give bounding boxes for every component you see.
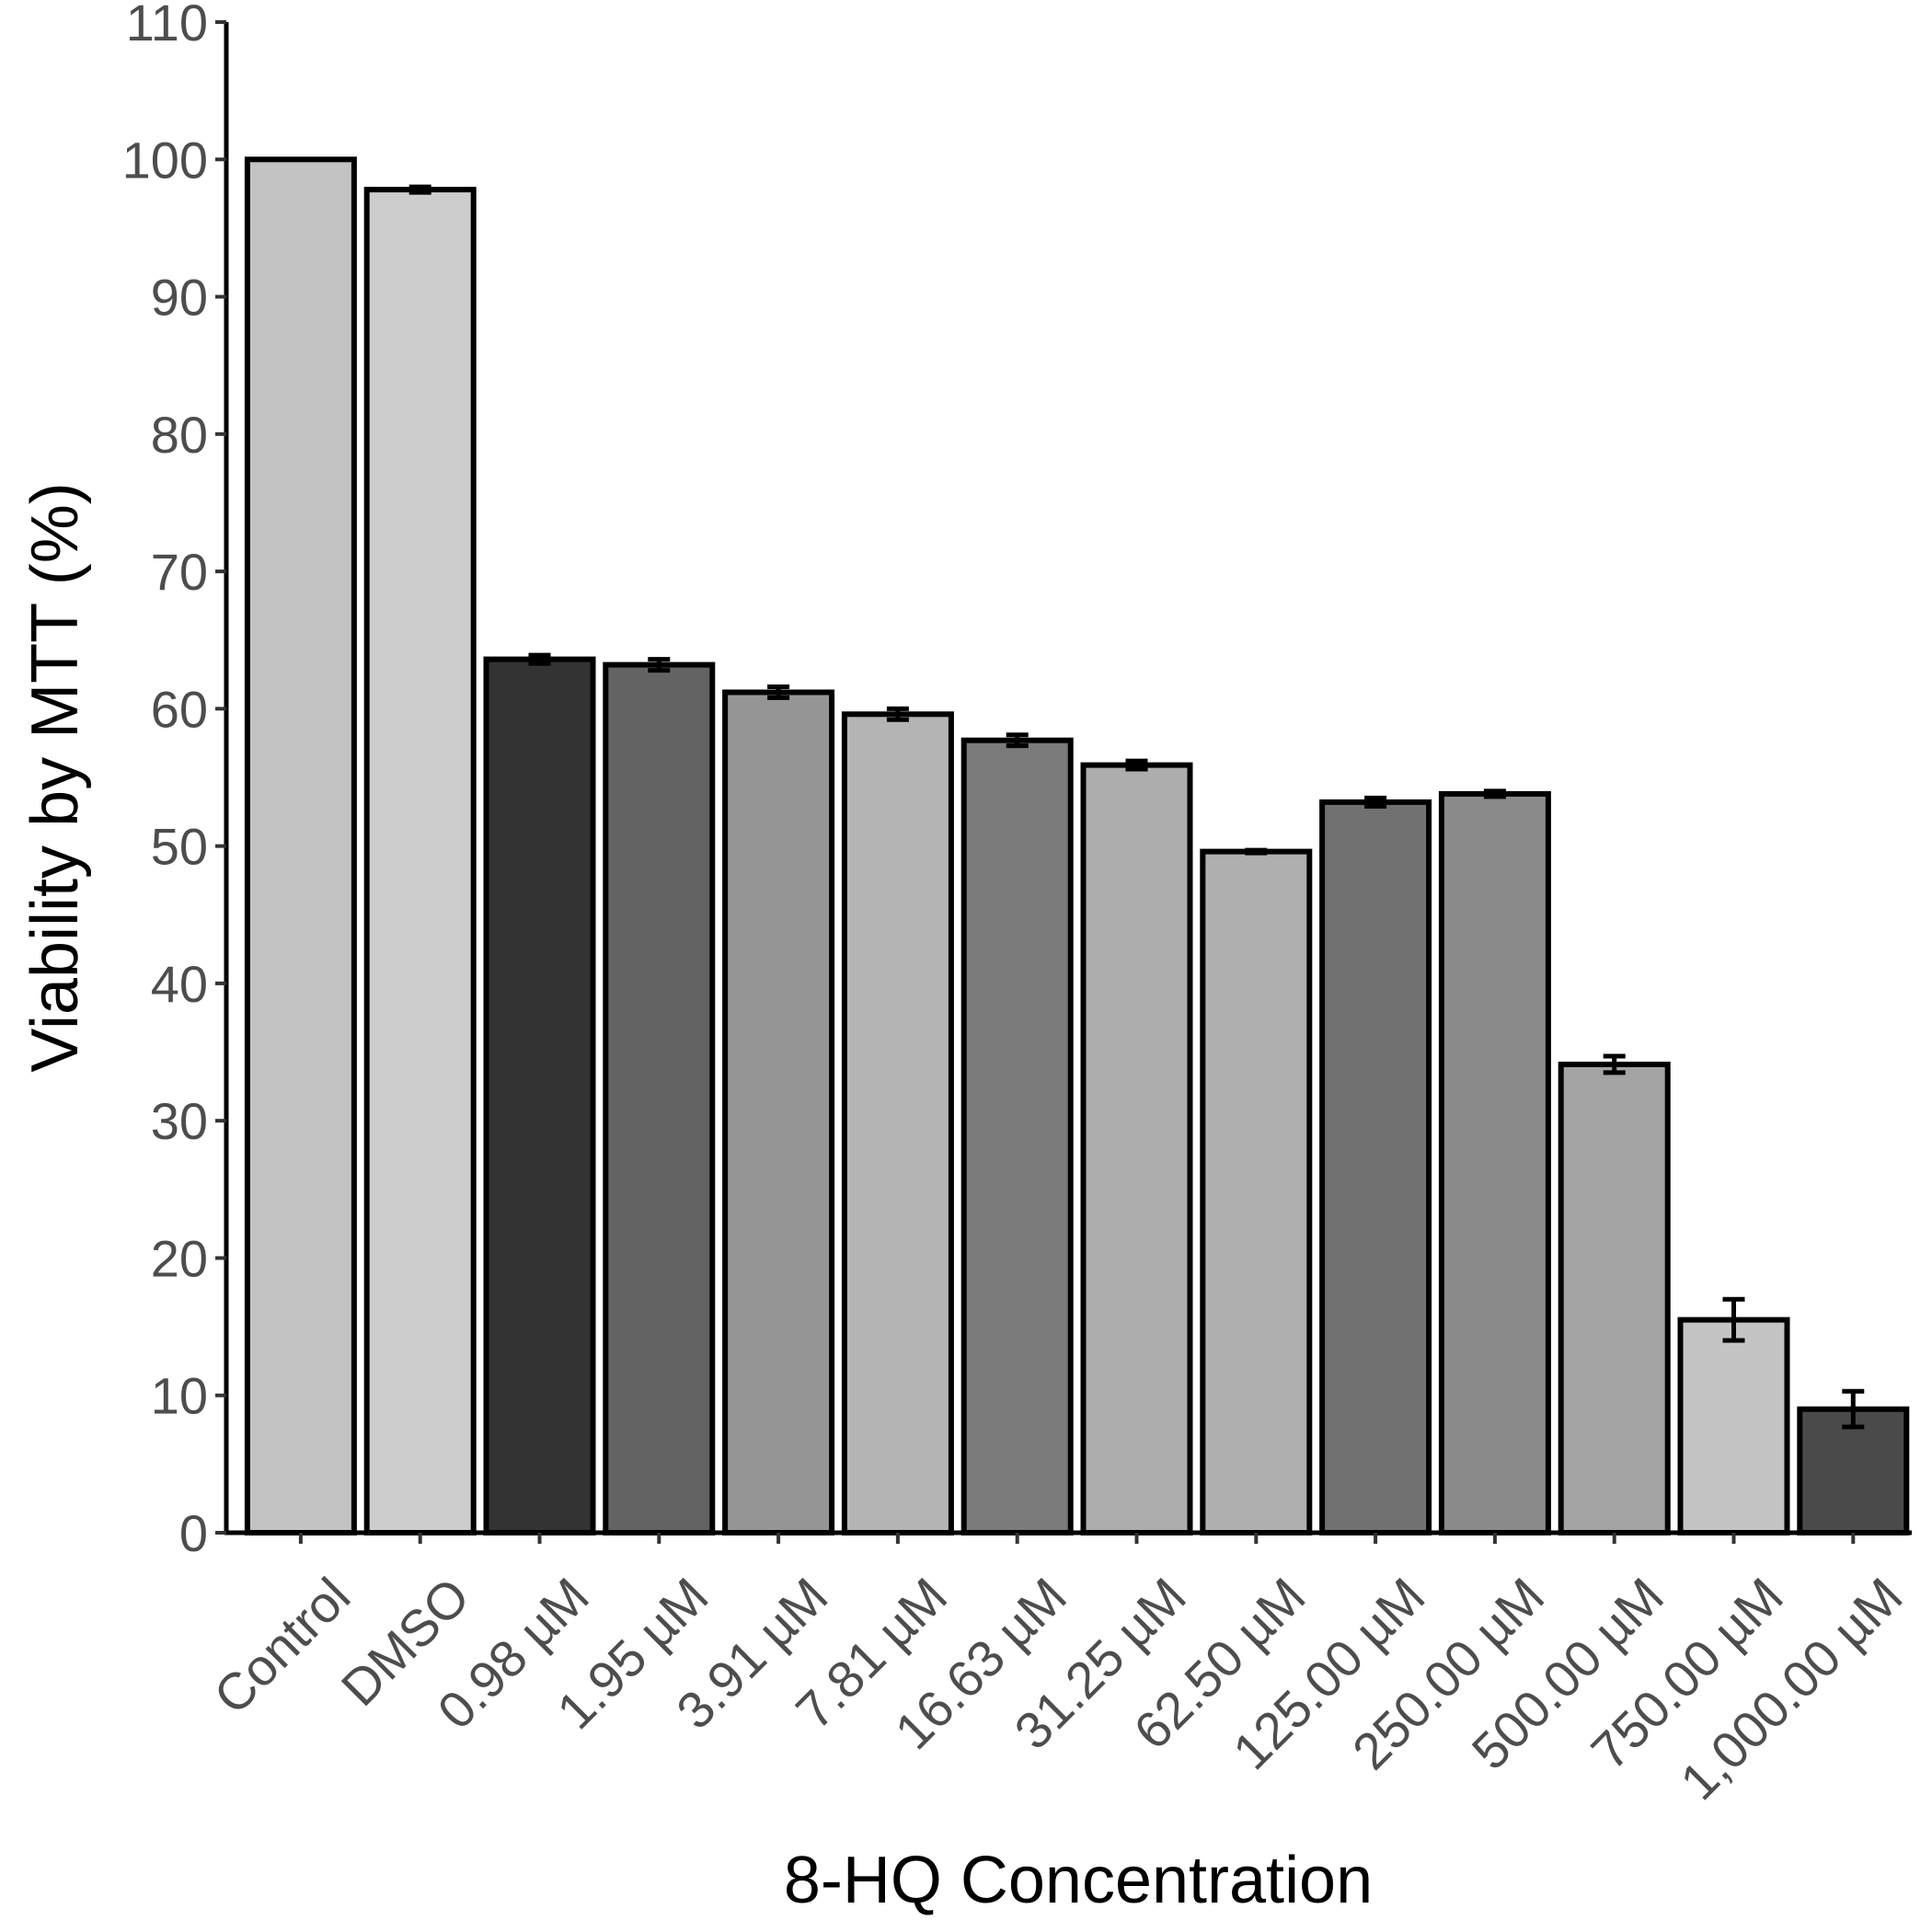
- y-tick-label-0: 0: [179, 1504, 208, 1562]
- bar-dmso: [363, 187, 477, 1536]
- bar-0-98-m: [483, 656, 596, 1535]
- bar-750-00-m: [1677, 1317, 1790, 1535]
- bar-7-81-m: [841, 711, 954, 1535]
- bar-16-63-m: [960, 737, 1074, 1535]
- bar-1-95-m: [603, 661, 716, 1535]
- y-tick-label-70: 70: [151, 543, 208, 601]
- error-bar-31-25-m: [1125, 758, 1148, 772]
- error-bar-250-00-m: [1483, 788, 1506, 799]
- y-tick-label-10: 10: [151, 1367, 208, 1425]
- y-axis-title: Viability by MTT (%): [18, 482, 92, 1072]
- error-bar-62-50-m: [1245, 847, 1268, 856]
- y-tick-label-20: 20: [151, 1229, 208, 1287]
- y-ticks-layer: 0 10 20 30 40 50 60 70 80 90 100 110: [122, 0, 226, 1562]
- y-tick-label-80: 80: [151, 406, 208, 464]
- y-tick-label-90: 90: [151, 269, 208, 327]
- y-tick-label-110: 110: [126, 0, 208, 52]
- y-tick-label-30: 30: [151, 1092, 208, 1150]
- y-tick-label-60: 60: [151, 680, 208, 738]
- error-bar-1-000-00-m: [1842, 1388, 1865, 1430]
- error-bar-dmso: [408, 184, 431, 195]
- error-bar-500-00-m: [1603, 1053, 1626, 1075]
- x-axis-title: 8-HQ Concentration: [784, 1844, 1373, 1917]
- bar-500-00-m: [1558, 1062, 1671, 1535]
- bars-layer: [244, 156, 1910, 1536]
- axes-layer: [224, 22, 1912, 1535]
- y-tick-label-100: 100: [122, 131, 208, 189]
- bar-62-50-m: [1200, 848, 1313, 1535]
- bar-250-00-m: [1438, 790, 1551, 1535]
- error-bars-layer: [408, 184, 1865, 1430]
- error-bar-16-63-m: [1006, 732, 1029, 749]
- bar-control: [244, 156, 357, 1535]
- y-tick-label-40: 40: [151, 955, 208, 1013]
- error-bar-125-00-m: [1364, 795, 1387, 809]
- y-tick-label-50: 50: [151, 818, 208, 876]
- error-bar-7-81-m: [886, 706, 909, 722]
- error-bar-1-95-m: [648, 657, 671, 673]
- error-bar-3-91-m: [767, 684, 790, 700]
- bar-125-00-m: [1319, 799, 1432, 1535]
- bar-3-91-m: [722, 689, 835, 1535]
- bar-31-25-m: [1080, 762, 1193, 1535]
- error-bar-750-00-m: [1722, 1296, 1745, 1343]
- x-tick-label-control: Control: [202, 1567, 361, 1725]
- error-bar-0-98-m: [528, 652, 551, 666]
